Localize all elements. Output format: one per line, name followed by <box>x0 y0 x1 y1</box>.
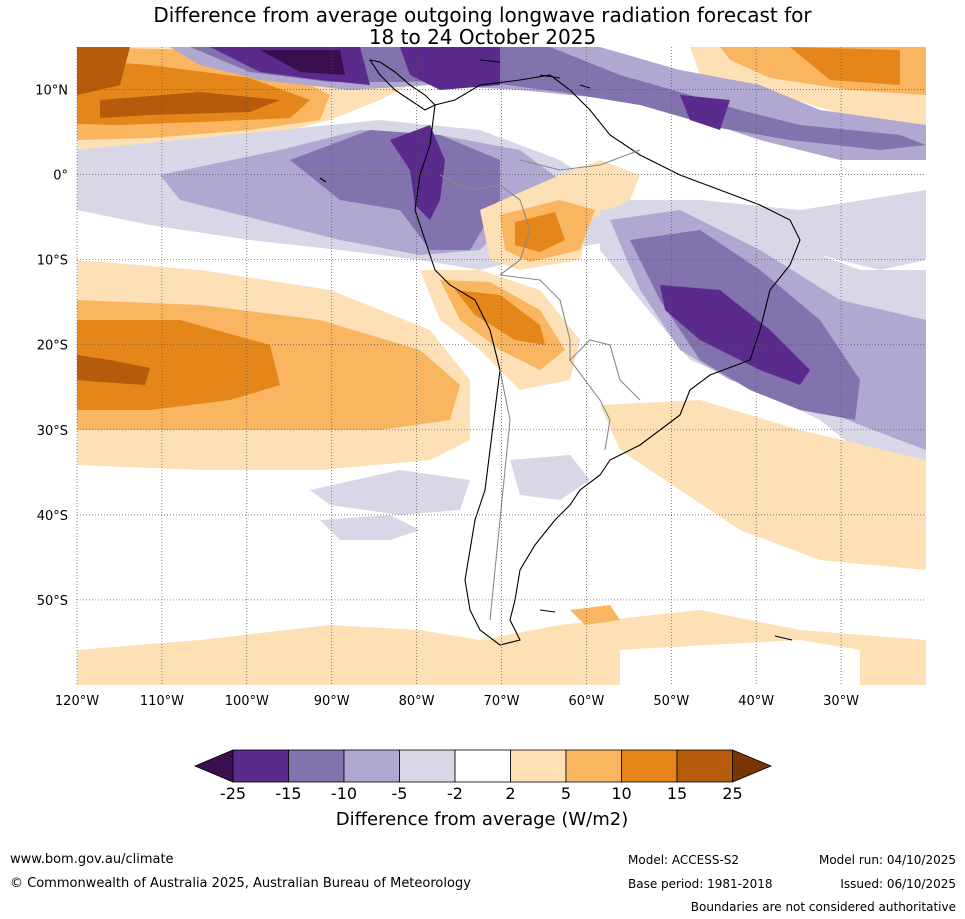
anomaly-region-s-atlantic-positive <box>600 400 926 570</box>
anomaly-region-bolivia-positive-high <box>455 290 545 345</box>
border-andean <box>439 174 531 276</box>
anomaly-region-se-pacific-positive-peak <box>77 355 150 385</box>
footer-issued: Issued: 06/10/2025 <box>840 877 956 891</box>
colorbar-tick-label: 15 <box>667 784 687 803</box>
colorbar-tick-label: -10 <box>331 784 357 803</box>
anomaly-region-ne-positive-high <box>790 47 900 85</box>
latitude-label: 20°S <box>37 339 68 354</box>
longitude-label: 50°W <box>653 694 689 709</box>
gridlines <box>76 47 926 685</box>
longitude-label: 60°W <box>568 694 604 709</box>
colorbar-swatch <box>676 749 733 783</box>
footer-model-run: Model run: 04/10/2025 <box>818 853 956 867</box>
longitude-label: 110°W <box>140 694 184 709</box>
anomaly-region-north-negative-mid <box>190 47 926 150</box>
anomaly-region-north-negative-peak <box>260 50 345 75</box>
footer-base-period: Base period: 1981-2018 <box>628 877 773 891</box>
latitude-label: 10°N <box>35 84 68 99</box>
colorbar-swatch <box>510 749 567 783</box>
footer-copyright: © Commonwealth of Australia 2025, Austra… <box>10 876 471 891</box>
anomaly-region-nw-positive-peak <box>77 47 280 118</box>
central-america-coastline <box>368 59 436 111</box>
latitude-label: 10°S <box>37 254 68 269</box>
colorbar-min-extension <box>193 749 234 783</box>
colorbar: -25 -15 -10 -5 -2 2 5 10 15 25 <box>193 749 773 803</box>
south-america-coastline <box>414 74 801 646</box>
south-georgia-coastline <box>774 635 793 641</box>
colorbar-tick-label: -2 <box>447 784 463 803</box>
colorbar-tick-label: 25 <box>722 784 742 803</box>
anomaly-region-equatorial-negative-high <box>290 130 500 250</box>
caribbean-islands-coastline <box>479 59 591 89</box>
footer-model: Model: ACCESS-S2 <box>628 853 740 867</box>
falklands-coastline <box>539 609 556 613</box>
longitude-label: 80°W <box>399 694 435 709</box>
title-line-2: 18 to 24 October 2025 <box>368 25 597 49</box>
border-amazon-north <box>519 149 641 171</box>
anomaly-region-midlat-negative-1 <box>310 470 470 515</box>
latitude-label: 0° <box>53 169 68 184</box>
colorbar-swatch <box>288 749 345 783</box>
anomaly-region-southern-positive-mid <box>570 605 620 625</box>
latitude-labels: 10°N 0° 10°S 20°S 30°S 40°S 50°S <box>35 84 68 609</box>
footer-disclaimer: Boundaries are not considered authoritat… <box>690 900 956 914</box>
longitude-label: 100°W <box>225 694 269 709</box>
anomaly-region-andes-negative-peak <box>390 125 445 220</box>
colorbar-tick-label: -15 <box>275 784 301 803</box>
colorbar-swatch <box>454 749 511 783</box>
anomaly-region-drake-neutral <box>620 640 860 685</box>
map-title: Difference from average outgoing longwav… <box>0 4 965 48</box>
coastlines <box>319 59 801 646</box>
latitude-label: 40°S <box>37 509 68 524</box>
colorbar-label: Difference from average (W/m2) <box>336 809 628 830</box>
anomaly-region-se-pacific-positive-high <box>77 320 280 410</box>
colorbar-max-extension <box>732 749 773 783</box>
colorbar-swatch <box>621 749 678 783</box>
latitude-label: 50°S <box>37 594 68 609</box>
colorbar-swatch <box>565 749 622 783</box>
longitude-label: 70°W <box>484 694 520 709</box>
galapagos-coastline <box>319 177 327 183</box>
footer-url[interactable]: www.bom.gov.au/climate <box>10 852 174 867</box>
longitude-label: 40°W <box>738 694 774 709</box>
colorbar-tick-label: 5 <box>561 784 571 803</box>
longitude-label: 90°W <box>314 694 350 709</box>
colorbar-tick-label: -5 <box>392 784 408 803</box>
anomaly-region-midlat-negative-2 <box>320 515 420 540</box>
colorbar-swatch <box>232 749 289 783</box>
colorbar-tick-label: 2 <box>505 784 515 803</box>
border-argentina-uruguay <box>569 359 611 451</box>
title-line-1: Difference from average outgoing longwav… <box>153 3 812 27</box>
anomaly-region-patagonia-negative <box>510 455 590 500</box>
longitude-labels: 120°W 110°W 100°W 90°W 80°W 70°W 60°W 50°W 40°W 3… <box>55 694 859 709</box>
colorbar-swatch <box>343 749 400 783</box>
latitude-label: 30°S <box>37 424 68 439</box>
border-chile-argentina <box>489 369 511 621</box>
colorbar-swatch <box>399 749 456 783</box>
colorbar-tick-label: -25 <box>220 784 246 803</box>
borders <box>439 149 641 621</box>
longitude-label: 120°W <box>55 694 99 709</box>
longitude-label: 30°W <box>823 694 859 709</box>
colorbar-tick-label: 10 <box>611 784 631 803</box>
anomaly-region-sacz-negative-peak <box>660 285 810 385</box>
